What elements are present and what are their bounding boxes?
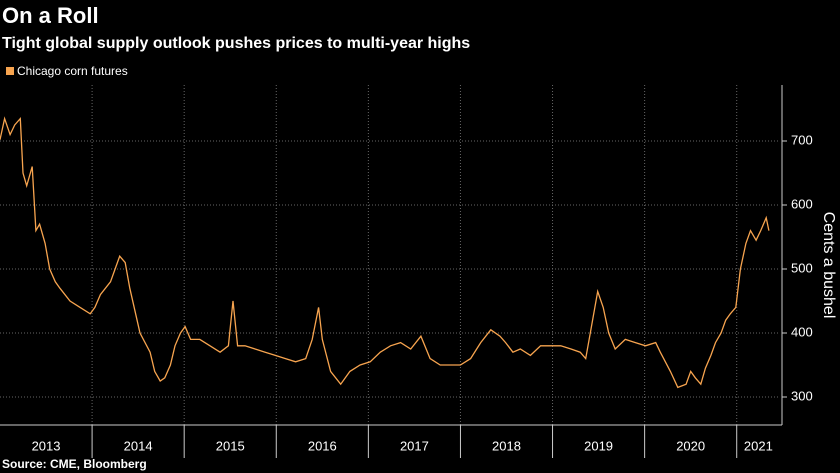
source: Source: CME, Bloomberg — [2, 457, 147, 471]
x-tick-label: 2017 — [400, 438, 429, 453]
line — [0, 116, 770, 389]
x-tick-label: 2014 — [124, 438, 153, 453]
chart-title: On a Roll — [2, 3, 99, 28]
x-tick-label: 2018 — [492, 438, 521, 453]
x-tick-label: 2020 — [676, 438, 705, 453]
y-axis-label: Cents a bushel — [820, 212, 837, 319]
legend-label: Chicago corn futures — [17, 64, 128, 78]
x-tick-label: 2015 — [216, 438, 245, 453]
y-tick-label: 700 — [791, 132, 813, 147]
x-tick-label: 2021 — [744, 438, 773, 453]
x-tick-label: 2013 — [32, 438, 61, 453]
y-tick-label: 400 — [791, 324, 813, 339]
y-tick-label: 300 — [791, 388, 813, 403]
x-tick-label: 2016 — [308, 438, 337, 453]
legend-swatch — [6, 67, 14, 75]
x-tick-label: 2019 — [584, 438, 613, 453]
y-tick-label: 500 — [791, 260, 813, 275]
chart-subtitle: Tight global supply outlook pushes price… — [2, 35, 470, 52]
y-tick-label: 600 — [791, 196, 813, 211]
